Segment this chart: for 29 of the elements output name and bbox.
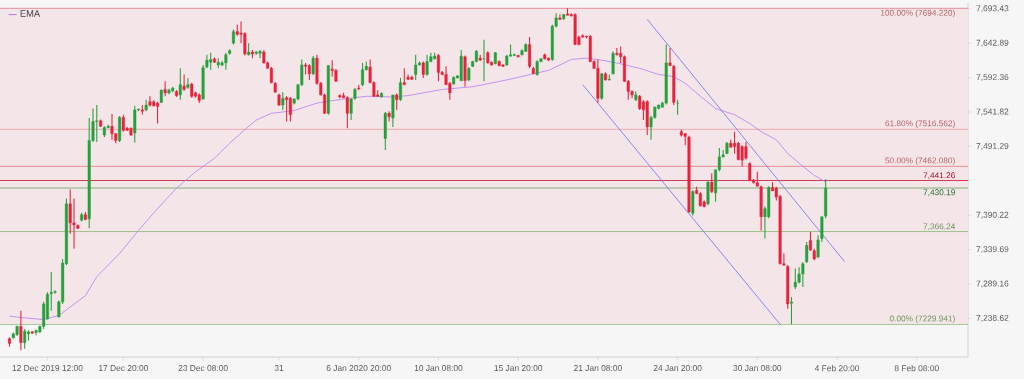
y-tick-label: 7,541.82 bbox=[976, 108, 1009, 116]
x-tick-label: 21 Jan 08:00 bbox=[574, 365, 622, 371]
x-tick-label: 31 bbox=[274, 365, 284, 371]
ref-line-label: 7,441.26 bbox=[923, 172, 955, 180]
y-tick-label: 7,339.69 bbox=[976, 246, 1009, 254]
ref-line-label: 7,366.24 bbox=[923, 223, 956, 231]
y-tick-label: 7,289.16 bbox=[976, 280, 1009, 288]
y-tick-label: 7,491.29 bbox=[976, 142, 1009, 150]
x-tick-label: 10 Jan 08:00 bbox=[414, 365, 463, 371]
y-tick-label: 7,693.43 bbox=[976, 5, 1009, 13]
ref-line-label: 61.80% (7516.562) bbox=[885, 120, 955, 128]
x-tick-label: 15 Jan 20:00 bbox=[494, 365, 543, 371]
ref-line-label: 0.00% (7229.941) bbox=[889, 315, 955, 324]
y-tick-label: 7,238.62 bbox=[976, 314, 1009, 322]
ref-line-label: 7,430.19 bbox=[923, 189, 955, 197]
legend-label: EMA bbox=[20, 10, 41, 17]
y-tick-label: 7,390.22 bbox=[976, 211, 1009, 219]
x-tick-label: 24 Jan 20:00 bbox=[653, 365, 702, 371]
y-tick-label: 7,642.89 bbox=[976, 39, 1009, 47]
x-tick-label: 12 Dec 2019 12:00 bbox=[12, 365, 83, 371]
x-tick-label: 4 Feb 20:00 bbox=[814, 365, 860, 372]
x-tick-label: 8 Feb 08:00 bbox=[894, 365, 939, 372]
x-tick-label: 30 Jan 08:00 bbox=[733, 365, 782, 371]
x-tick-label: 6 Jan 2020 20:00 bbox=[326, 365, 391, 371]
x-tick-label: 23 Dec 08:00 bbox=[178, 365, 228, 371]
ref-line-label: 50.00% (7462.080) bbox=[885, 157, 955, 165]
x-tick-label: 17 Dec 20:00 bbox=[99, 365, 149, 371]
ref-line-label: 100.00% (7694.220) bbox=[881, 9, 955, 18]
y-tick-label: 7,592.36 bbox=[976, 74, 1009, 82]
